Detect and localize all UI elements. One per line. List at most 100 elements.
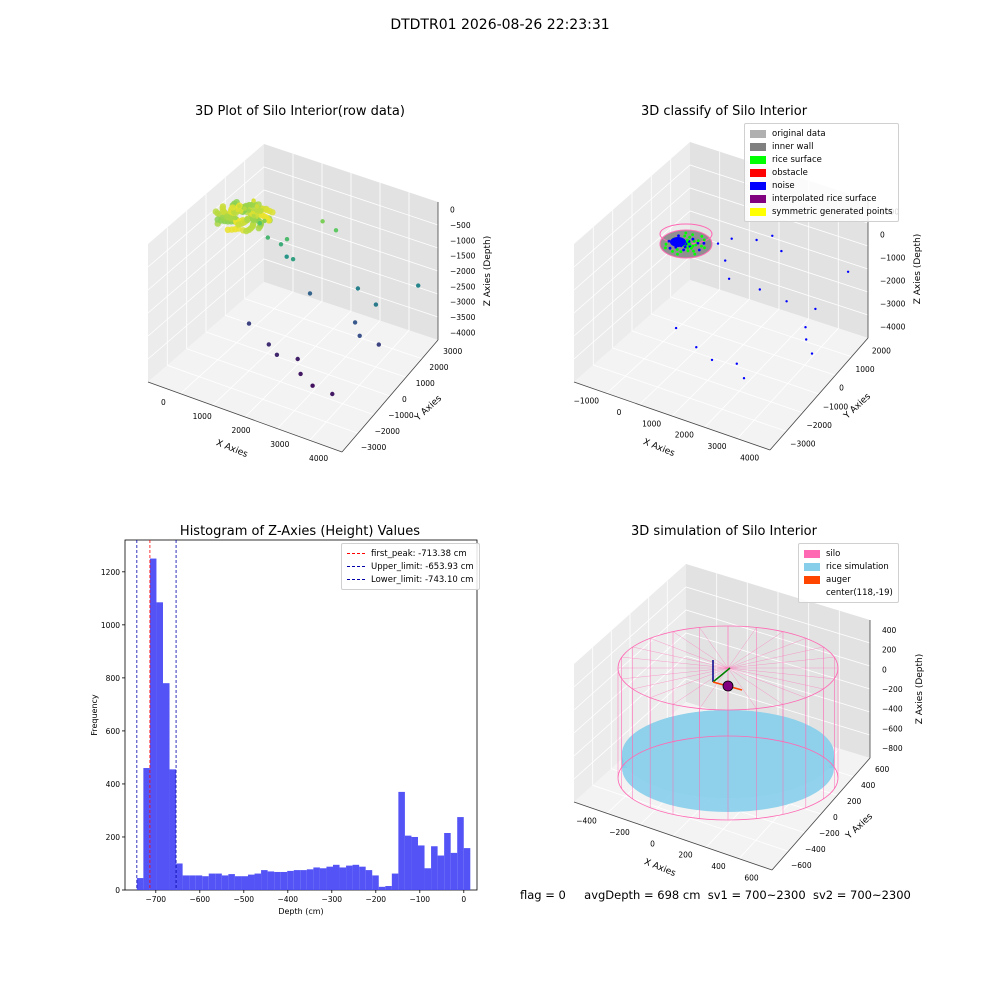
- p1-data-point: [262, 218, 267, 224]
- p2-rice-point: [677, 234, 680, 238]
- p4-x-tick: 400: [711, 862, 726, 871]
- p1-z-tick: −3500: [450, 313, 476, 322]
- legend-line: [347, 566, 365, 567]
- p1-data-point: [237, 204, 242, 209]
- p1-data-point: [239, 208, 244, 213]
- p1-y-tick: 3000: [443, 347, 462, 356]
- p3-bar: [300, 870, 307, 890]
- legend-first-peak: first_peak: -713.38 cm: [347, 547, 474, 560]
- p3-y-tick: 600: [106, 727, 121, 736]
- legend-original-data: original data: [750, 127, 893, 140]
- p4-z-tick: −400: [882, 705, 903, 714]
- p3-bar: [372, 875, 379, 890]
- legend-line: [347, 579, 365, 580]
- p3-bar: [457, 817, 464, 890]
- p1-z-tick: −3000: [450, 298, 476, 307]
- p3-y-tick: 800: [106, 674, 121, 683]
- p3-bar: [254, 873, 262, 890]
- p2-noise-point: [805, 338, 808, 341]
- legend-label: original data: [772, 128, 826, 139]
- p4-silo-spoke: [727, 627, 757, 669]
- p1-data-point: [266, 342, 271, 347]
- status-sv2: sv2 = 700~2300: [812, 888, 911, 902]
- p4-silo-spoke: [621, 667, 729, 680]
- p1-cluster-point: [224, 226, 232, 233]
- p2-noise-point: [771, 234, 774, 237]
- p3-bar: [339, 867, 347, 890]
- p2-rice-point: [686, 246, 690, 250]
- p2-rice-point: [694, 243, 698, 247]
- p4-y-tick: 600: [875, 765, 890, 774]
- p1-data-point: [310, 383, 315, 388]
- p3-bar: [208, 873, 216, 890]
- p3-bar: [228, 874, 235, 890]
- p2-noise-point: [735, 362, 738, 365]
- p4-silo-spoke: [650, 667, 729, 698]
- p1-cluster-point: [212, 208, 219, 215]
- p4-y-tick: −200: [819, 829, 840, 838]
- legend-upper-limit: Upper_limit: -653.93 cm: [347, 560, 474, 573]
- p2-rice-point: [667, 239, 671, 243]
- p2-y-tick: 0: [839, 384, 844, 393]
- p1-z-tick: −1500: [450, 252, 476, 261]
- p1-x-axis: [147, 381, 343, 453]
- p1-gridline: [147, 166, 439, 268]
- legend-lower-limit: Lower_limit: -743.10 cm: [347, 573, 474, 586]
- legend-silo: silo: [804, 547, 893, 560]
- p4-y-tick: −600: [791, 861, 812, 870]
- p4-y-tick: 400: [861, 781, 876, 790]
- p2-noise-point: [716, 242, 720, 245]
- p1-y-tick: 2000: [429, 363, 448, 372]
- legend-swatch: [804, 549, 820, 558]
- p4-center-marker: [722, 680, 734, 692]
- p2-z-tick: −2000: [880, 277, 906, 286]
- p2-rice-point: [686, 238, 689, 242]
- p2-noise-point: [674, 326, 678, 330]
- p3-bar: [365, 870, 373, 890]
- p1-data-point: [251, 198, 256, 203]
- p1-data-point: [246, 321, 252, 326]
- legend-label: rice surface: [772, 154, 822, 165]
- panel4-title: 3D simulation of Silo Interior: [631, 524, 817, 539]
- p2-noise-point: [814, 307, 817, 311]
- p2-rice-point: [664, 246, 667, 250]
- legend-label: rice simulation: [826, 561, 889, 572]
- p2-x-axis: [573, 381, 771, 451]
- p2-z-tick: −1000: [880, 254, 906, 263]
- p2-noise-point: [695, 346, 698, 349]
- p1-y-tick: −3000: [361, 443, 387, 452]
- p1-x-tick: 2000: [231, 426, 250, 435]
- p2-x-tick: 1000: [642, 419, 661, 428]
- p2-rice-point: [688, 242, 692, 246]
- p2-rice-point: [692, 249, 695, 253]
- p3-bar: [176, 863, 183, 890]
- p2-rice-point: [683, 245, 687, 249]
- p4-y-label: Y Axies: [844, 812, 876, 842]
- p2-x-tick: 2000: [675, 431, 694, 440]
- p4-silo-spoke: [699, 627, 729, 669]
- p4-axis-y-arrow: [712, 667, 731, 683]
- p3-y-tick: 0: [115, 886, 120, 895]
- p4-y-tick: −400: [805, 845, 826, 854]
- p1-data-point: [246, 208, 252, 213]
- panel3-title: Histogram of Z-Axies (Height) Values: [179, 524, 421, 539]
- p3-bar: [378, 886, 386, 890]
- p1-cluster-point: [265, 217, 272, 224]
- p2-noise-point: [785, 300, 788, 303]
- p3-bar: [391, 873, 399, 890]
- p1-data-point: [352, 320, 358, 325]
- legend-swatch: [750, 155, 766, 164]
- p2-rice-point: [682, 248, 685, 252]
- p1-cluster-point: [250, 216, 257, 224]
- p4-silo-spoke: [632, 667, 729, 690]
- p3-bar: [450, 852, 458, 890]
- p1-data-point: [244, 216, 250, 221]
- p2-rice-point: [671, 250, 674, 253]
- legend-swatch: [804, 575, 820, 584]
- p2-y-tick: 2000: [872, 346, 891, 355]
- p2-rice-point: [703, 246, 706, 250]
- p4-silo-spoke: [632, 646, 729, 669]
- p1-z-tick: 0: [450, 206, 455, 215]
- p1-pane-floor: [148, 282, 438, 452]
- p4-z-tick: 400: [882, 626, 897, 635]
